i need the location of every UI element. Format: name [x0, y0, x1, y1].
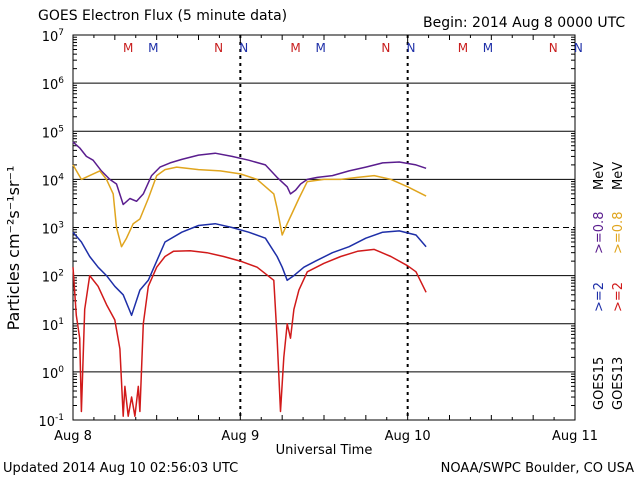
y-tick-label: 100: [42, 365, 65, 382]
midnight-marker: M: [315, 41, 325, 55]
legend-energy-2mev-goes13: >=2: [611, 282, 626, 312]
x-tick-label: Aug 10: [385, 429, 431, 444]
y-tick-label: 106: [42, 76, 65, 93]
series-line: [72, 141, 427, 206]
midnight-marker: M: [483, 41, 493, 55]
midnight-marker: N: [214, 41, 223, 55]
midnight-marker: N: [549, 41, 558, 55]
midnight-marker: M: [123, 41, 133, 55]
y-tick-label: 10-1: [38, 413, 64, 430]
y-axis-label: Particles cm⁻²s⁻¹sr⁻¹: [4, 166, 23, 331]
legend-energy-08mev-goes13: >=0.8: [611, 212, 626, 254]
series-line: [72, 164, 427, 248]
y-tick-label: 105: [42, 124, 64, 141]
begin-time-label: Begin: 2014 Aug 8 0000 UTC: [423, 15, 626, 31]
y-tick-label: 102: [42, 269, 64, 286]
credit-label: NOAA/SWPC Boulder, CO USA: [440, 461, 634, 476]
chart-title: GOES Electron Flux (5 minute data): [38, 8, 288, 24]
series-line: [72, 248, 427, 417]
updated-timestamp: Updated 2014 Aug 10 02:56:03 UTC: [3, 461, 239, 476]
legend-energy-08mev-goes15: >=0.8: [592, 212, 607, 254]
midnight-marker: M: [290, 41, 300, 55]
day-divider-layer: [239, 35, 409, 420]
legend-goes15: GOES15: [592, 357, 607, 410]
y-tick-label: 101: [42, 317, 64, 334]
x-axis-label: Universal Time: [276, 443, 373, 458]
legend-energy-2mev-goes15: >=2: [592, 282, 607, 312]
x-tick-label: Aug 11: [552, 429, 598, 444]
midnight-marker: N: [239, 41, 248, 55]
series-layer: [72, 141, 427, 417]
x-tick-label: Aug 8: [54, 429, 92, 444]
midnight-marker: N: [574, 41, 583, 55]
y-tick-label: 103: [42, 221, 64, 238]
grid-layer: [72, 35, 576, 420]
x-tick-labels: Aug 8 Aug 9 Aug 10 Aug 11: [54, 429, 598, 444]
x-tick-label: Aug 9: [221, 429, 259, 444]
satellite-legend: GOES15 GOES13: [592, 357, 626, 410]
legend: >=2 >=0.8 MeV >=2 >=0.8 MeV: [592, 162, 626, 312]
legend-goes13: GOES13: [611, 357, 626, 410]
legend-unit-goes15: MeV: [592, 162, 607, 190]
midnight-marker: M: [458, 41, 468, 55]
midnight-marker: M: [148, 41, 158, 55]
y-tick-labels: 10-1 100 101 102 103 104 105 106 107: [38, 28, 64, 430]
y-tick-label: 107: [42, 28, 64, 45]
y-tick-label: 104: [42, 172, 65, 189]
legend-unit-goes13: MeV: [611, 162, 626, 190]
series-line: [72, 222, 427, 317]
midnight-marker: N: [407, 41, 416, 55]
midnight-marker: N: [381, 41, 390, 55]
